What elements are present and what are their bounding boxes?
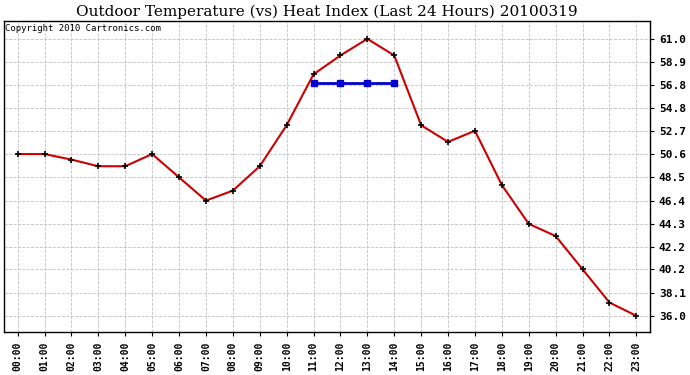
Title: Outdoor Temperature (vs) Heat Index (Last 24 Hours) 20100319: Outdoor Temperature (vs) Heat Index (Las… <box>76 4 578 18</box>
Text: Copyright 2010 Cartronics.com: Copyright 2010 Cartronics.com <box>6 24 161 33</box>
